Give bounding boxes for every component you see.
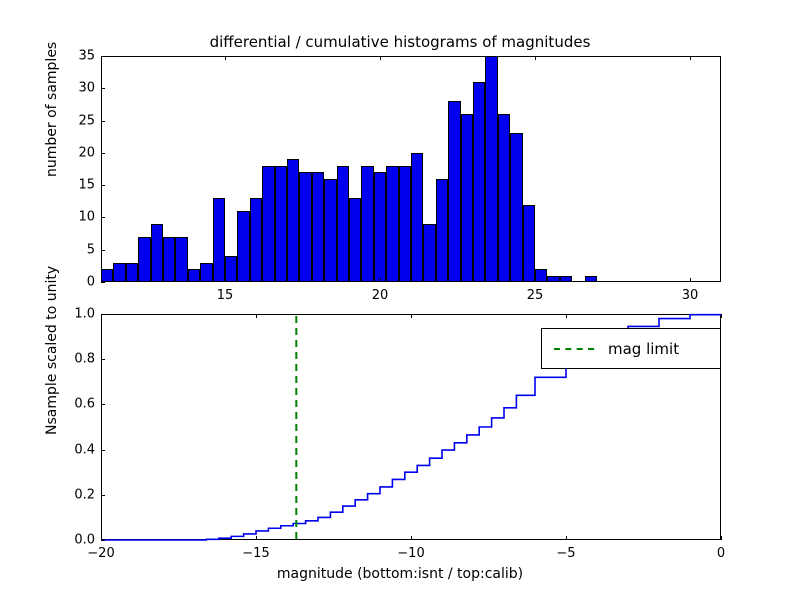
bottom-xtick-mark — [256, 536, 257, 540]
bottom-ytick-label: 0.2 — [57, 487, 95, 502]
bottom-xtick-label: 0 — [717, 546, 725, 561]
cumulative-curve-layer — [0, 0, 800, 600]
bottom-ytick-mark — [101, 404, 105, 405]
bottom-xtick-label: −10 — [397, 546, 424, 561]
bottom-xtick-label: −15 — [242, 546, 269, 561]
mag-limit-legend-swatch — [554, 348, 594, 350]
bottom-xtick-label: −5 — [556, 546, 575, 561]
bottom-ytick-label: 0.8 — [57, 352, 95, 367]
mag-limit-legend-label: mag limit — [608, 340, 679, 358]
bottom-xtick-mark-upper — [721, 314, 722, 318]
bottom-xtick-mark — [721, 536, 722, 540]
bottom-xtick-label: −20 — [87, 546, 114, 561]
bottom-xtick-mark — [566, 536, 567, 540]
bottom-ytick-label: 1.0 — [57, 307, 95, 322]
legend: mag limit — [541, 328, 721, 369]
bottom-xtick-mark — [411, 536, 412, 540]
bottom-xtick-mark-upper — [256, 314, 257, 318]
bottom-xtick-mark-upper — [566, 314, 567, 318]
bottom-ytick-mark — [101, 450, 105, 451]
bottom-ytick-mark — [101, 314, 105, 315]
bottom-ytick-label: 0.6 — [57, 397, 95, 412]
bottom-ytick-mark — [101, 540, 105, 541]
bottom-xtick-mark-upper — [411, 314, 412, 318]
bottom-ytick-mark — [101, 359, 105, 360]
bottom-ytick-label: 0.0 — [57, 533, 95, 548]
figure-canvas: differential / cumulative histograms of … — [0, 0, 800, 600]
bottom-ytick-label: 0.4 — [57, 442, 95, 457]
bottom-ytick-mark — [101, 495, 105, 496]
chart-xlabel: magnitude (bottom:isnt / top:calib) — [0, 566, 800, 582]
